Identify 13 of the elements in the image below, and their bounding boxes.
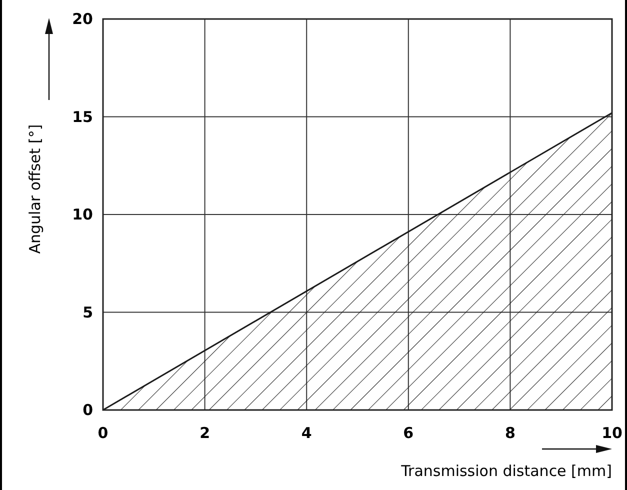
y-tick-label: 20: [72, 10, 93, 28]
x-tick-label: 6: [403, 424, 414, 442]
x-tick-label: 0: [98, 424, 108, 442]
x-tick-label: 8: [504, 424, 516, 442]
y-axis-title: Angular offset [°]: [26, 124, 44, 254]
y-tick-label: 10: [72, 206, 93, 224]
x-tick-label: 10: [602, 424, 622, 442]
x-axis-title: Transmission distance [mm]: [400, 462, 612, 480]
y-tick-label: 15: [72, 108, 93, 126]
y-tick-label: 0: [82, 401, 93, 419]
x-tick-label: 2: [200, 424, 210, 442]
y-tick-label: 5: [82, 303, 93, 322]
x-tick-label: 4: [301, 424, 312, 442]
